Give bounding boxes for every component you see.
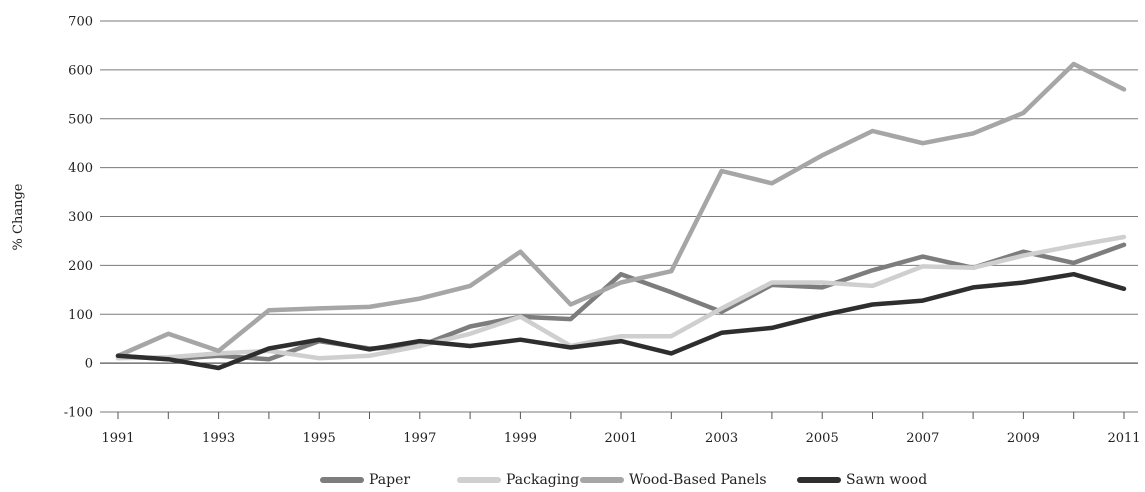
gridlines (100, 20, 1138, 413)
x-tick-label: 1993 (202, 431, 235, 446)
y-tick-label: 400 (68, 161, 93, 176)
x-tick-label: 2005 (806, 431, 839, 446)
y-tick-label: 0 (85, 357, 93, 372)
y-tick-label: 200 (68, 259, 93, 274)
y-tick-label: 500 (68, 112, 93, 127)
x-tick-label: 1999 (504, 431, 537, 446)
y-tick-labels: -100 0 100 200 300 400 500 600 700 (64, 15, 93, 421)
x-tick-label: 1995 (303, 431, 336, 446)
legend-label: Sawn wood (846, 472, 927, 488)
series-line-packaging (115, 234, 1127, 361)
x-tick-label: 2007 (906, 431, 939, 446)
legend: Paper Packaging Wood-Based Panels Sawn wood (320, 472, 927, 488)
x-tick-label: 1997 (403, 431, 436, 446)
x-tick-label: 2003 (705, 431, 738, 446)
y-tick-label: 600 (68, 63, 93, 78)
x-tick-label: 2011 (1107, 431, 1140, 446)
x-axis: 1991 1993 1995 1997 1999 2001 2003 2005 2007 2009… (101, 412, 1141, 446)
y-axis-title: % Change (11, 183, 26, 250)
legend-label: Packaging (506, 472, 579, 488)
series-lines (115, 61, 1127, 371)
x-tick-label: 1991 (101, 431, 134, 446)
x-tick-label: 2001 (604, 431, 637, 446)
y-tick-label: 300 (68, 210, 93, 225)
y-tick-label: 100 (68, 308, 93, 323)
series-line-sawn-wood (115, 271, 1127, 371)
series-line-wood-based-panels (115, 61, 1127, 359)
legend-label: Paper (369, 472, 410, 488)
y-tick-label: 700 (68, 15, 93, 30)
legend-label: Wood-Based Panels (629, 472, 767, 488)
y-tick-label: -100 (64, 406, 93, 421)
x-tick-label: 2009 (1007, 431, 1040, 446)
